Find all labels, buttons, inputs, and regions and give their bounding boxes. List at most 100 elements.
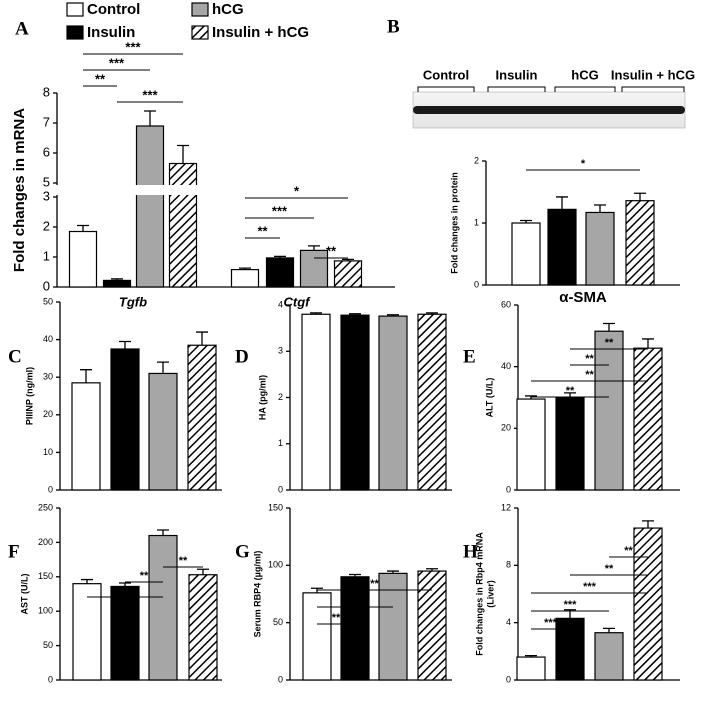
bar [547,208,577,286]
panel-letter: A [15,18,29,39]
y-axis-label: AST (U/L) [19,574,29,615]
error-bar [77,224,89,232]
y-tick-label: 0 [48,674,53,684]
bar [72,583,102,681]
y-tick-label: 50 [273,617,283,627]
y-tick-label: 50 [43,296,53,306]
y-tick-label: 40 [501,361,511,371]
error-bar [634,192,646,201]
y-tick-label: 30 [43,372,53,382]
bar [333,260,363,288]
error-bar [197,568,209,575]
bar [516,656,546,681]
bar [168,162,198,288]
bar [633,527,663,681]
significance-label: ** [121,585,130,597]
error-bar [119,340,131,349]
bar [187,344,217,491]
legend-swatch [66,2,84,17]
y-tick-label: 0 [474,279,479,289]
significance-label: ** [326,243,337,258]
y-tick-label: 2 [278,392,283,402]
y-axis-label: Fold changes in protein [449,172,459,274]
error-bar [144,110,156,126]
blot-lane-bracket [621,86,685,92]
panel-letter: F [8,541,20,562]
legend-label: hCG [212,1,244,18]
y-tick-label: 1 [474,217,479,227]
y-tick-label: 40 [43,334,53,344]
bar [135,125,165,288]
significance-label: *** [583,581,597,593]
bar [585,211,615,286]
y-tick-label: 0 [278,674,283,684]
bar [148,372,178,491]
error-bar [157,361,169,374]
bar [302,592,332,681]
bar [633,347,663,491]
y-tick-label: 7 [43,114,50,129]
bar [511,222,541,286]
significance-label: ** [370,578,379,590]
significance-label: ** [585,369,594,381]
y-tick-label: 8 [43,84,50,99]
significance-label: *** [564,599,578,611]
error-bar [603,322,615,332]
x-tick-label: Ctgf [284,294,312,309]
y-tick-label: 200 [38,537,53,547]
significance-label: *** [142,87,158,102]
y-tick-label: 100 [268,560,283,570]
y-tick-label: 4 [506,617,511,627]
y-tick-label: 150 [268,502,283,512]
legend-label: Insulin [87,24,135,41]
bar [555,396,585,491]
error-bar [642,520,654,529]
significance-label: ** [332,612,341,624]
y-tick-label: 2 [474,155,479,165]
bar [516,398,546,491]
error-bar [556,196,568,210]
significance-label: ** [585,353,594,365]
bar [417,570,447,681]
significance-label: *** [272,203,288,218]
y-tick-label: 3 [278,346,283,356]
blot-lane-bracket [487,86,546,92]
bar [188,574,218,681]
bar [340,576,370,681]
x-tick-label: Tgfb [119,294,147,309]
error-bar [80,369,92,383]
y-tick-label: 0 [506,484,511,494]
blot-lane-label: Control [423,67,469,82]
y-tick-label: 0 [48,484,53,494]
blot-lane-label: Insulin [496,67,538,82]
y-tick-label: 150 [38,571,53,581]
bar [110,348,140,491]
bar [102,279,132,288]
bar [555,617,585,681]
significance-label: *** [544,617,558,629]
bar [148,534,178,681]
bar [378,315,408,491]
y-tick-label: 8 [506,560,511,570]
y-tick-label: 20 [43,409,53,419]
significance-label: *** [125,39,141,54]
legend-swatch [191,25,209,40]
panel-letter: H [463,541,478,562]
significance-label: * [581,158,586,170]
y-tick-label: 60 [501,299,511,309]
bar [265,257,295,288]
error-bar [311,587,323,593]
bar [71,382,101,491]
y-tick-label: 12 [501,502,511,512]
bar [68,230,98,288]
bar [417,313,447,491]
error-bar [81,578,93,584]
y-tick-label: 50 [43,640,53,650]
y-tick-label: 3 [43,188,50,203]
legend-label: Insulin + hCG [212,24,309,41]
bar [594,330,624,491]
panel-letter: C [8,346,22,367]
error-bar [594,204,606,213]
